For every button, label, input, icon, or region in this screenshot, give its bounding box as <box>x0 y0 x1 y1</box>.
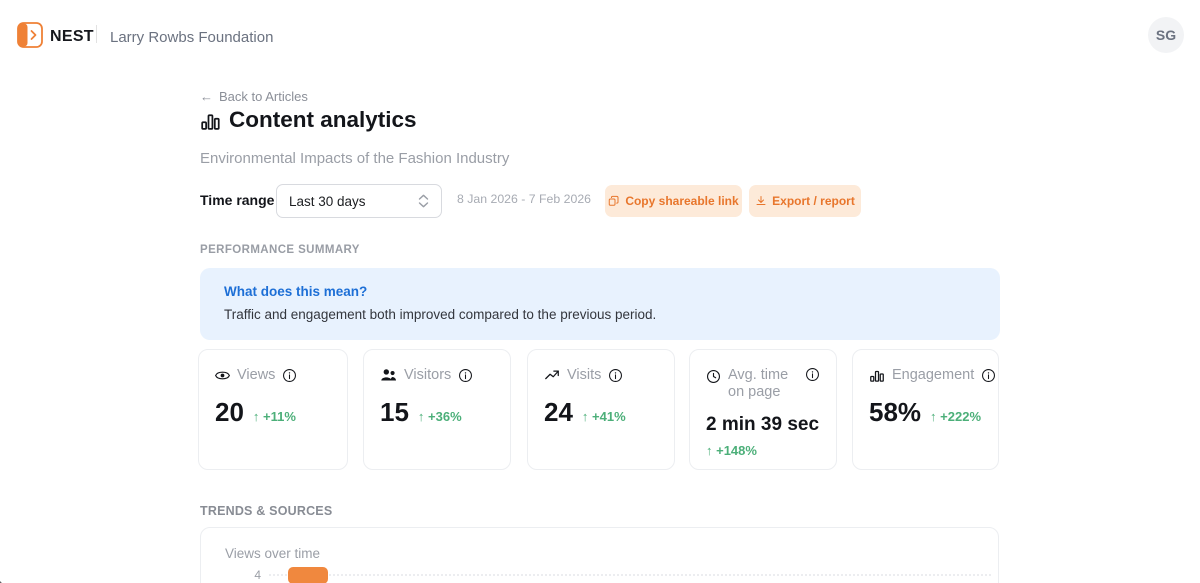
svg-text:4: 4 <box>254 568 261 582</box>
